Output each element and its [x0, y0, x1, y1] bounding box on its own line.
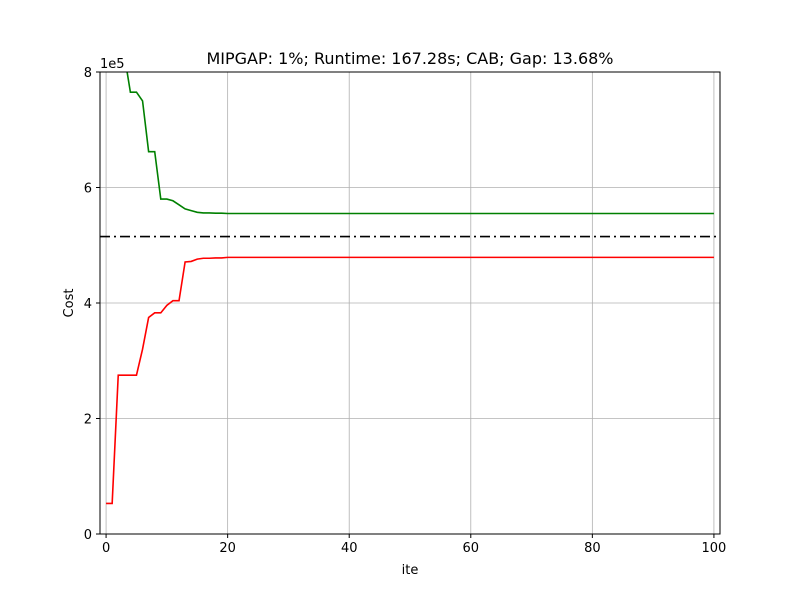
x-tick-label: 20	[219, 541, 236, 556]
x-axis-label: ite	[402, 563, 419, 578]
series-line-0	[126, 72, 714, 215]
y-axis-offset-label: 1e5	[100, 57, 125, 72]
series-line-1	[106, 256, 714, 505]
x-tick-label: 40	[341, 541, 358, 556]
x-tick-label: 80	[584, 541, 601, 556]
x-tick-label: 0	[102, 541, 110, 556]
y-tick-label: 8	[84, 66, 92, 81]
y-tick-label: 6	[84, 182, 92, 197]
y-tick-label: 4	[84, 297, 92, 312]
x-tick-label: 60	[463, 541, 480, 556]
y-axis-label: Cost	[62, 289, 77, 318]
y-tick-label: 0	[84, 528, 92, 543]
chart-title: MIPGAP: 1%; Runtime: 167.28s; CAB; Gap: …	[206, 49, 613, 68]
data-series	[100, 72, 720, 505]
x-tick-label: 100	[702, 541, 727, 556]
axis-ticks: 0 20 40 60 80 100 0 2 4 6 8	[84, 66, 727, 556]
y-tick-label: 2	[84, 413, 92, 428]
